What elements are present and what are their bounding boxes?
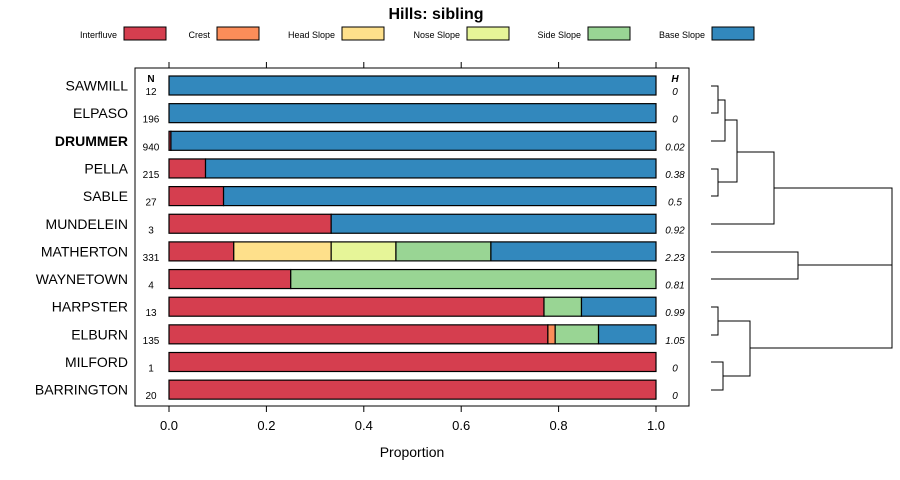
category-label: MATHERTON: [41, 243, 128, 259]
legend-label: Base Slope: [659, 30, 705, 40]
dendrogram: [711, 85, 893, 391]
legend-swatch: [587, 26, 631, 41]
x-tick-label: 0.4: [355, 418, 373, 433]
category-label: WAYNETOWN: [36, 271, 128, 287]
bar-segment: [233, 241, 332, 262]
dendrogram-branch: [711, 85, 719, 114]
n-value: 940: [143, 142, 160, 153]
x-tick-label: 0.0: [160, 418, 178, 433]
n-value: 135: [143, 336, 160, 347]
bar-segment: [168, 296, 545, 317]
h-value: 0.99: [665, 308, 685, 319]
bar-segment: [554, 324, 600, 345]
bar-segment: [290, 268, 657, 290]
n-value: 196: [143, 115, 160, 126]
n-value: 3: [148, 225, 154, 236]
dendrogram-branch: [711, 168, 719, 197]
dendrogram-branch: [711, 151, 775, 225]
bar-segment: [168, 103, 657, 124]
h-value: 0: [672, 87, 678, 98]
category-label: ELBURN: [71, 326, 128, 342]
dendrogram-branch: [750, 264, 893, 349]
bar-segment: [597, 324, 657, 345]
h-value: 0.81: [665, 281, 684, 292]
n-column-header: N: [147, 74, 154, 85]
legend-swatch: [466, 26, 510, 41]
n-value: 27: [145, 198, 157, 209]
category-label: MILFORD: [65, 354, 128, 370]
category-label: DRUMMER: [55, 133, 128, 149]
bar-segment: [168, 379, 657, 400]
n-value: 20: [145, 391, 157, 402]
bar-segment: [395, 241, 492, 262]
bar-segment: [168, 213, 332, 234]
legend-label: Side Slope: [537, 30, 581, 40]
bar-segment: [168, 268, 292, 290]
x-tick-label: 1.0: [647, 418, 665, 433]
legend-label: Interfluve: [80, 30, 117, 40]
bar-segment: [204, 158, 657, 179]
x-tick-label: 0.8: [550, 418, 568, 433]
n-value: 13: [145, 308, 157, 319]
x-axis-label: Proportion: [380, 444, 445, 460]
bar-segment: [168, 75, 657, 96]
dendrogram-branch: [711, 251, 799, 280]
bar-segment: [170, 130, 657, 151]
top-axis-ticks: [168, 62, 657, 68]
plot-frame: [134, 67, 690, 407]
n-value: 1: [148, 364, 154, 375]
h-value: 0.5: [668, 198, 682, 209]
category-label: HARPSTER: [52, 299, 128, 315]
legend-label: Nose Slope: [413, 30, 460, 40]
h-value: 0.02: [665, 142, 685, 153]
n-value: 4: [148, 281, 154, 292]
bar-segment: [330, 213, 657, 234]
h-value: 0: [672, 115, 678, 126]
h-column-header: H: [671, 74, 679, 85]
bar-segment: [547, 324, 556, 345]
legend-swatch: [216, 26, 260, 41]
legend-swatch: [711, 26, 755, 41]
bar-segment: [222, 186, 657, 207]
x-axis: 0.0 0.2 0.4 0.6 0.8 1.0: [160, 406, 665, 433]
h-value: 2.23: [664, 253, 685, 264]
dendrogram-branch: [711, 361, 724, 391]
legend-swatch: [123, 26, 167, 41]
h-value: 0.38: [665, 170, 685, 181]
x-tick-label: 0.2: [257, 418, 275, 433]
h-value: 0.92: [665, 225, 685, 236]
n-value: 215: [143, 170, 160, 181]
category-label: SABLE: [83, 188, 128, 204]
bar-segment: [168, 351, 657, 373]
x-tick-label: 0.6: [452, 418, 470, 433]
category-label: SAWMILL: [66, 78, 129, 94]
category-label: BARRINGTON: [35, 382, 128, 398]
dendrogram-branch: [718, 119, 738, 183]
h-value: 0: [672, 391, 678, 402]
dendrogram-branch: [774, 187, 893, 265]
bar-segment: [168, 158, 207, 179]
category-label: MUNDELEIN: [46, 216, 128, 232]
legend: Interfluve Crest Head Slope Nose Slope Side …: [80, 26, 755, 41]
legend-swatch: [341, 26, 385, 41]
bar-segment: [168, 186, 225, 207]
legend-label: Crest: [188, 30, 210, 40]
chart-title: Hills: sibling: [388, 6, 483, 23]
n-value: 12: [145, 87, 157, 98]
h-value: 1.05: [665, 336, 685, 347]
bar-segment: [330, 241, 397, 262]
dendrogram-branch: [711, 306, 719, 336]
bar-segment: [490, 241, 657, 262]
category-label: PELLA: [84, 160, 128, 176]
bar-segment: [543, 296, 583, 317]
h-value: 0: [672, 364, 678, 375]
category-label: ELPASO: [73, 105, 128, 121]
bar-segment: [580, 296, 657, 317]
bar-segment: [168, 241, 235, 262]
bar-segment: [168, 324, 549, 345]
n-value: 331: [143, 253, 160, 264]
legend-label: Head Slope: [288, 30, 335, 40]
